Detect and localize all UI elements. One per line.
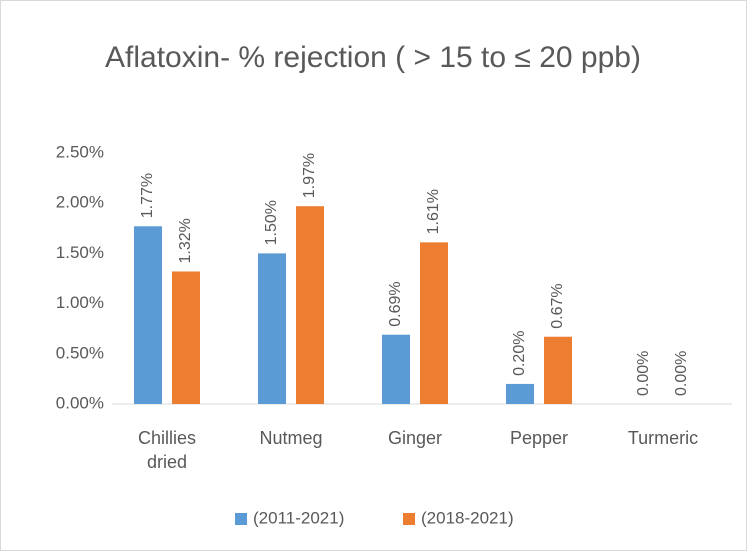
data-label: 1.77% <box>139 173 156 218</box>
data-label: 1.50% <box>263 200 280 245</box>
x-tick-label: Ginger <box>387 428 443 448</box>
bar <box>420 242 448 404</box>
y-tick-label: 2.00% <box>56 193 104 212</box>
data-label: 0.69% <box>387 281 404 326</box>
y-tick-label: 2.50% <box>56 142 104 161</box>
data-label: 1.97% <box>301 153 318 198</box>
data-label: 0.00% <box>673 351 690 396</box>
data-label: 0.67% <box>549 283 566 328</box>
bar <box>382 334 410 404</box>
x-tick-label: Nutmeg <box>259 428 323 448</box>
data-label: 1.61% <box>425 189 442 234</box>
chart-title: Aflatoxin- % rejection ( > 15 to ≤ 20 pp… <box>105 41 641 74</box>
legend-swatch <box>235 513 247 525</box>
data-label: 1.32% <box>177 218 194 263</box>
data-label: 0.20% <box>511 331 528 376</box>
bar <box>544 336 572 404</box>
y-tick-label: 0.00% <box>56 393 104 412</box>
bar <box>506 383 534 404</box>
x-tick-label: Chillies dried <box>137 428 197 472</box>
bar <box>172 271 200 404</box>
legend-label: (2011-2021) <box>253 508 344 527</box>
y-tick-label: 1.50% <box>56 243 104 262</box>
bar <box>134 226 162 404</box>
bar <box>258 253 286 404</box>
legend-swatch <box>403 513 415 525</box>
data-label: 0.00% <box>635 351 652 396</box>
legend-label: (2018-2021) <box>421 508 514 527</box>
x-tick-label: Turmeric <box>627 428 699 448</box>
y-tick-label: 0.50% <box>56 343 104 362</box>
x-tick-label: Pepper <box>509 428 569 448</box>
bar <box>296 206 324 404</box>
y-tick-label: 1.00% <box>56 293 104 312</box>
